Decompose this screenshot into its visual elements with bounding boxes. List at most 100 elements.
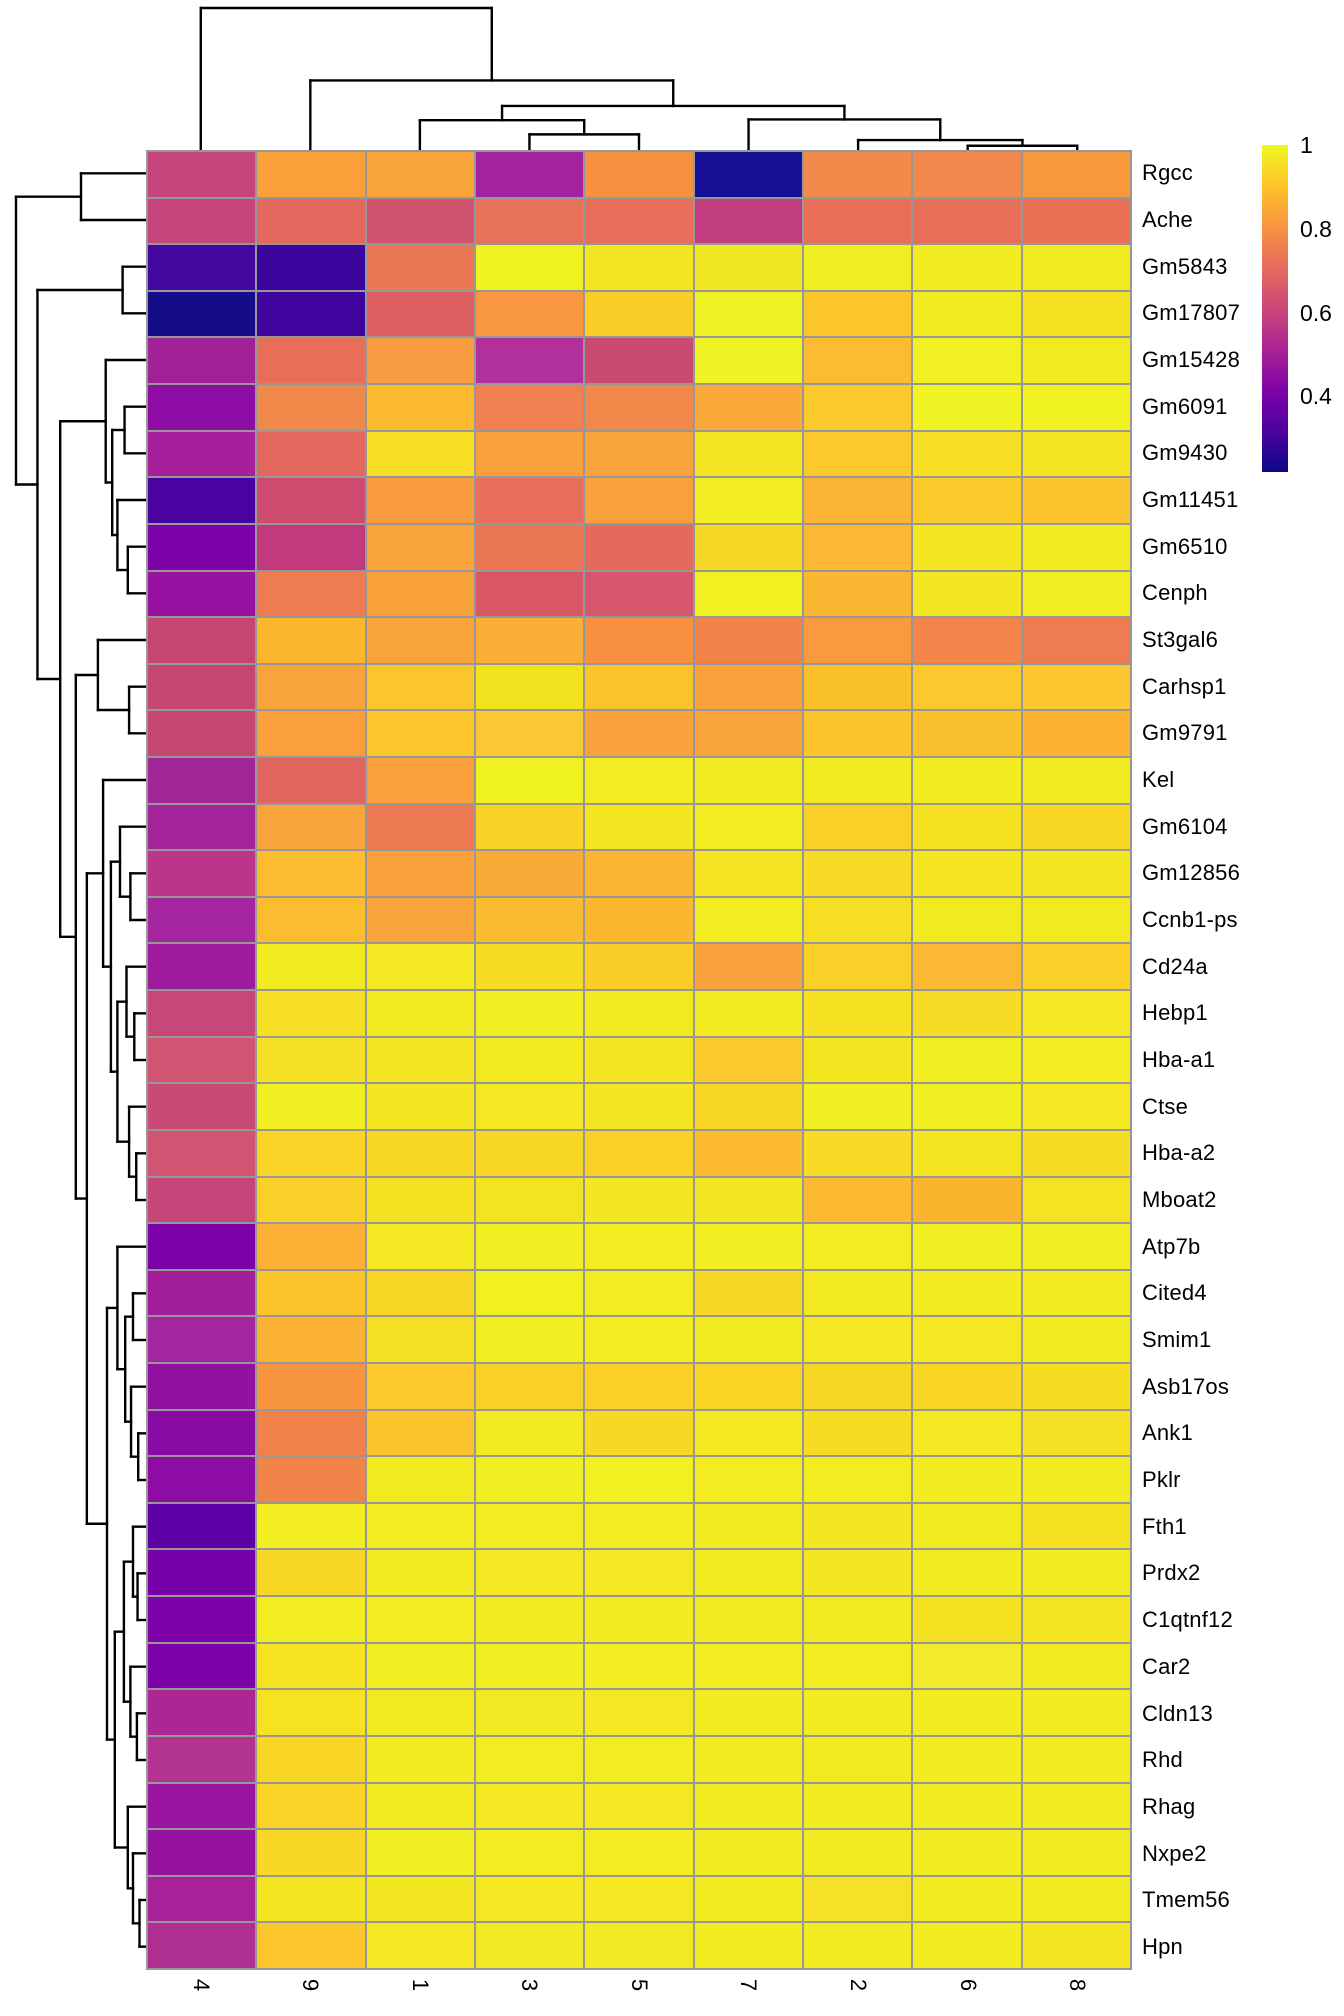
row-label: Ache bbox=[1142, 207, 1193, 232]
heatmap-cell bbox=[148, 664, 256, 710]
heatmap-cell bbox=[1022, 385, 1130, 430]
heatmap-cell bbox=[476, 291, 584, 337]
heatmap-cell bbox=[366, 664, 474, 710]
heatmap-cell bbox=[585, 338, 693, 384]
heatmap-cell bbox=[913, 1736, 1021, 1782]
row-label: Nxpe2 bbox=[1142, 1840, 1207, 1866]
heatmap-cell bbox=[366, 524, 474, 570]
heatmap-cell bbox=[148, 1363, 256, 1409]
heatmap-cell bbox=[476, 1923, 584, 1968]
heatmap-cell bbox=[1022, 1597, 1130, 1642]
heatmap-cell bbox=[148, 1270, 256, 1316]
heatmap-cell bbox=[913, 152, 1021, 197]
heatmap-cell bbox=[694, 851, 802, 896]
heatmap-cell bbox=[694, 1224, 802, 1269]
heatmap-cell bbox=[913, 1597, 1021, 1642]
heatmap-cell bbox=[694, 757, 802, 803]
heatmap-cell bbox=[585, 198, 693, 244]
heatmap-cell bbox=[1022, 711, 1130, 756]
heatmap-cell bbox=[257, 1503, 365, 1549]
row-label: Asb17os bbox=[1142, 1373, 1230, 1399]
heatmap-cell bbox=[476, 757, 584, 803]
heatmap-cell bbox=[476, 1736, 584, 1782]
heatmap-cell bbox=[257, 198, 365, 244]
heatmap-cell bbox=[366, 1597, 474, 1642]
heatmap-cell bbox=[1022, 1923, 1130, 1968]
heatmap-cell bbox=[694, 338, 802, 384]
heatmap-cell bbox=[476, 571, 584, 617]
heatmap-cell bbox=[804, 524, 912, 570]
heatmap-cell bbox=[148, 478, 256, 523]
heatmap-cell bbox=[366, 1457, 474, 1502]
heatmap-cell bbox=[585, 711, 693, 756]
heatmap-cell bbox=[585, 291, 693, 337]
heatmap-cell bbox=[148, 804, 256, 850]
heatmap-cell bbox=[148, 385, 256, 430]
row-label: Tmem56 bbox=[1142, 1887, 1230, 1913]
heatmap-cell bbox=[1022, 152, 1130, 197]
heatmap-cell bbox=[476, 897, 584, 943]
heatmap-cell bbox=[366, 944, 474, 990]
heatmap-cell bbox=[366, 1363, 474, 1409]
heatmap-cell bbox=[804, 1130, 912, 1176]
column-dendrogram bbox=[199, 6, 1079, 152]
heatmap-cell bbox=[476, 1830, 584, 1875]
heatmap-cell bbox=[1022, 1270, 1130, 1316]
heatmap-cell bbox=[913, 1130, 1021, 1176]
heatmap-cell bbox=[257, 1457, 365, 1502]
heatmap-cell bbox=[804, 431, 912, 477]
heatmap-cell bbox=[366, 291, 474, 337]
row-label: Ccnb1-ps bbox=[1142, 907, 1238, 933]
column-label: 9 bbox=[298, 1978, 324, 1992]
heatmap-cell bbox=[366, 1736, 474, 1782]
heatmap-cell bbox=[366, 1923, 474, 1968]
heatmap-cell bbox=[476, 385, 584, 430]
heatmap-cell bbox=[1022, 1130, 1130, 1176]
heatmap-cell bbox=[476, 1503, 584, 1549]
heatmap-cell bbox=[694, 198, 802, 244]
heatmap-cell bbox=[476, 618, 584, 663]
heatmap-cell bbox=[913, 851, 1021, 896]
legend-tick-label: 0.6 bbox=[1300, 299, 1332, 326]
row-label: Rhag bbox=[1142, 1793, 1196, 1819]
heatmap-cell bbox=[804, 1550, 912, 1596]
heatmap-cell bbox=[476, 1177, 584, 1223]
row-label: Rhd bbox=[1142, 1747, 1183, 1773]
heatmap-cell bbox=[913, 1410, 1021, 1456]
heatmap-cell bbox=[585, 524, 693, 570]
heatmap-cell bbox=[694, 1876, 802, 1922]
heatmap-cell bbox=[257, 478, 365, 523]
heatmap-cell bbox=[1022, 1503, 1130, 1549]
column-labels: 4 9 1 3 5 7 2 6 8 bbox=[146, 1974, 1132, 2016]
heatmap-cell bbox=[694, 944, 802, 990]
heatmap-cell bbox=[913, 1503, 1021, 1549]
heatmap-cell bbox=[476, 1363, 584, 1409]
heatmap-cell bbox=[585, 1457, 693, 1502]
heatmap-cell bbox=[913, 431, 1021, 477]
heatmap-cell bbox=[694, 1363, 802, 1409]
heatmap-cell bbox=[257, 385, 365, 430]
column-label: 6 bbox=[955, 1978, 981, 1992]
column-label-slot: 2 bbox=[803, 1974, 913, 2016]
heatmap-cell bbox=[804, 1503, 912, 1549]
heatmap-cell bbox=[257, 991, 365, 1036]
heatmap-cell bbox=[694, 1270, 802, 1316]
heatmap-cell bbox=[804, 291, 912, 337]
heatmap-cell bbox=[585, 1830, 693, 1875]
heatmap-cell bbox=[257, 1690, 365, 1735]
heatmap-cell bbox=[694, 1177, 802, 1223]
heatmap-cell bbox=[1022, 897, 1130, 943]
heatmap-cell bbox=[257, 1876, 365, 1922]
heatmap-cell bbox=[476, 1783, 584, 1829]
row-label: Gm6091 bbox=[1142, 393, 1228, 419]
heatmap-cell bbox=[585, 944, 693, 990]
heatmap-cell bbox=[257, 1084, 365, 1129]
heatmap-cell bbox=[694, 1736, 802, 1782]
heatmap-cell bbox=[1022, 804, 1130, 850]
row-label: Rgcc bbox=[1142, 160, 1193, 186]
heatmap-cell bbox=[476, 478, 584, 523]
row-label: Gm11451 bbox=[1142, 487, 1239, 513]
heatmap-cell bbox=[1022, 1457, 1130, 1502]
row-label: Gm5843 bbox=[1142, 253, 1228, 279]
heatmap-cell bbox=[585, 431, 693, 477]
